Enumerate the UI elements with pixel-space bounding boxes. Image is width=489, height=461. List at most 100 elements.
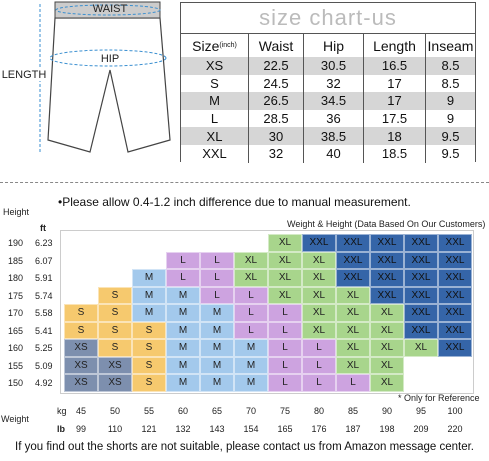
table-cell: 17.5 bbox=[363, 109, 425, 128]
table-title: size chart-us bbox=[259, 5, 397, 30]
size-cell: M bbox=[132, 269, 166, 287]
size-cell: XL bbox=[336, 304, 370, 322]
header-cell: Waist bbox=[248, 33, 303, 57]
size-cell: XXL bbox=[438, 234, 472, 252]
size-cell: L bbox=[234, 304, 268, 322]
size-cell: L bbox=[268, 339, 302, 357]
table-cell: S bbox=[181, 74, 248, 93]
kg-value: 90 bbox=[381, 406, 392, 416]
lb-label: lb bbox=[57, 424, 65, 434]
size-cell: M bbox=[200, 356, 234, 374]
weight-label: Weight bbox=[1, 414, 29, 424]
size-cell: L bbox=[200, 251, 234, 269]
size-cell: M bbox=[132, 286, 166, 304]
size-cell: L bbox=[234, 286, 268, 304]
table-cell: XS bbox=[181, 57, 248, 75]
size-cell: M bbox=[166, 286, 200, 304]
cm-label: 150 bbox=[8, 378, 24, 388]
table-cell: 8.5 bbox=[425, 74, 475, 93]
size-cell: XXL bbox=[404, 251, 438, 269]
cm-label: 160 bbox=[8, 343, 24, 353]
table-cell: M bbox=[181, 92, 248, 110]
table-cell: 17 bbox=[363, 74, 425, 93]
kg-value: 85 bbox=[347, 406, 358, 416]
lb-value: 198 bbox=[379, 424, 395, 434]
lb-value: 165 bbox=[277, 424, 293, 434]
size-cell: XL bbox=[370, 356, 404, 374]
table-cell: 30.5 bbox=[303, 57, 363, 75]
lb-value: 209 bbox=[413, 424, 429, 434]
kg-value: 70 bbox=[245, 406, 256, 416]
table-cell: 24.5 bbox=[248, 74, 303, 93]
size-cell: XXL bbox=[404, 234, 438, 252]
size-cell: XXL bbox=[438, 339, 472, 357]
size-cell: XS bbox=[98, 356, 132, 374]
lb-value: 121 bbox=[141, 424, 157, 434]
size-cell: M bbox=[234, 356, 268, 374]
size-cell: S bbox=[98, 339, 132, 357]
table-cell: 34.5 bbox=[303, 92, 363, 110]
size-cell: L bbox=[166, 269, 200, 287]
size-cell: M bbox=[200, 304, 234, 322]
size-cell: XL bbox=[302, 269, 336, 287]
table-cell: 9.5 bbox=[425, 145, 475, 163]
size-cell: XXL bbox=[438, 321, 472, 339]
size-cell: XXL bbox=[404, 269, 438, 287]
lb-value: 99 bbox=[75, 424, 86, 434]
cm-label: 180 bbox=[8, 273, 24, 283]
size-cell: XXL bbox=[302, 234, 336, 252]
header-cell: Size (inch) bbox=[181, 33, 248, 57]
size-cell: XXL bbox=[404, 286, 438, 304]
size-cell: XL bbox=[302, 321, 336, 339]
size-cell: XL bbox=[404, 339, 438, 357]
grid-frame bbox=[60, 230, 474, 394]
size-cell: L bbox=[336, 374, 370, 392]
size-cell: XS bbox=[64, 339, 98, 357]
table-cell: 17 bbox=[363, 92, 425, 110]
size-cell: M bbox=[200, 374, 234, 392]
table-cell: 32 bbox=[248, 145, 303, 163]
lb-value: 187 bbox=[345, 424, 361, 434]
size-cell: XXL bbox=[336, 269, 370, 287]
lb-value: 110 bbox=[107, 424, 123, 434]
kg-value: 65 bbox=[211, 406, 222, 416]
table-cell: 16.5 bbox=[363, 57, 425, 75]
cm-label: 155 bbox=[8, 360, 24, 371]
cm-label: 170 bbox=[8, 308, 24, 318]
ft-value: 5.09 bbox=[35, 360, 53, 371]
size-cell: S bbox=[98, 304, 132, 322]
size-cell: XXL bbox=[370, 234, 404, 252]
table-cell: 9.5 bbox=[425, 127, 475, 145]
footer: If you find out the shorts are not suita… bbox=[15, 441, 474, 453]
size-cell: XXL bbox=[336, 251, 370, 269]
size-cell: M bbox=[200, 321, 234, 339]
cm-label: 185 bbox=[8, 255, 24, 266]
size-cell: XL bbox=[234, 269, 268, 287]
kg-value: 55 bbox=[143, 406, 154, 416]
size-cell: XL bbox=[370, 339, 404, 357]
note: •Please allow 0.4-1.2 inch difference du… bbox=[58, 195, 411, 209]
size-cell: XL bbox=[268, 269, 302, 287]
size-cell: XL bbox=[336, 356, 370, 374]
table-cell: 36 bbox=[303, 109, 363, 128]
table-cell: 30 bbox=[248, 127, 303, 145]
size-cell: M bbox=[166, 339, 200, 357]
size-cell: XXL bbox=[404, 304, 438, 322]
lb-value: 220 bbox=[447, 424, 463, 434]
size-cell: M bbox=[200, 339, 234, 357]
hip-label: HIP bbox=[101, 53, 119, 65]
size-cell: L bbox=[166, 251, 200, 269]
size-cell: XXL bbox=[438, 304, 472, 322]
header-cell: Length bbox=[363, 33, 425, 57]
table-cell: 28.5 bbox=[248, 109, 303, 128]
height-label: Height bbox=[3, 207, 30, 217]
lb-value: 154 bbox=[243, 424, 259, 434]
size-cell: S bbox=[132, 374, 166, 392]
table-cell: 8.5 bbox=[425, 57, 475, 75]
size-cell: S bbox=[64, 304, 98, 322]
size-table: size chart-us Size (inch) Waist Hip Length In… bbox=[180, 2, 476, 163]
divider bbox=[0, 182, 489, 183]
size-cell: XS bbox=[64, 356, 98, 374]
size-cell: XL bbox=[302, 286, 336, 304]
cm-label: 190 bbox=[8, 238, 24, 248]
